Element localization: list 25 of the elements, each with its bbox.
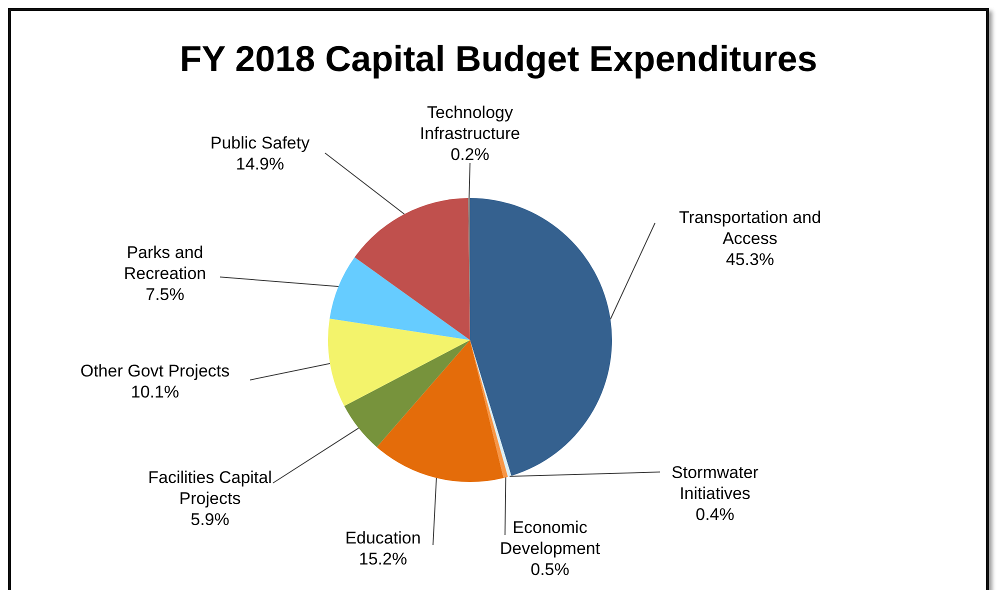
- chart-title: FY 2018 Capital Budget Expenditures: [178, 38, 818, 80]
- slice-label: Public Safety: [210, 134, 310, 153]
- data-label: 14.9%: [236, 154, 284, 174]
- slice-label: Economic Development: [500, 518, 600, 558]
- data-label: 5.9%: [190, 510, 230, 530]
- data-label: 0.4%: [696, 505, 734, 524]
- pie-slice: [376, 340, 504, 482]
- data-label: 10.1%: [130, 382, 180, 402]
- data-label: 0.5%: [530, 560, 570, 580]
- pie-slice: [330, 257, 470, 340]
- pie-slice: [470, 198, 612, 476]
- data-label: 45.3%: [726, 250, 774, 270]
- slice-label: Other Govt Projects: [80, 362, 230, 381]
- slice-label: Parks and Recreation: [124, 243, 206, 284]
- slice-label: Transportation and Access: [678, 208, 822, 248]
- slice-label: Technology Infrastructure: [420, 103, 520, 144]
- pie-slice: [328, 318, 470, 406]
- slice-label: Education: [345, 528, 421, 548]
- slice-label: Stormwater Initiatives: [672, 463, 759, 504]
- pie-slice: [354, 198, 470, 340]
- data-label: 15.2%: [358, 550, 408, 569]
- data-label: 7.5%: [146, 285, 184, 304]
- pie-slice: [344, 340, 470, 448]
- slice-label: Facilities Capital Projects: [148, 468, 272, 508]
- data-label: 0.2%: [450, 145, 490, 164]
